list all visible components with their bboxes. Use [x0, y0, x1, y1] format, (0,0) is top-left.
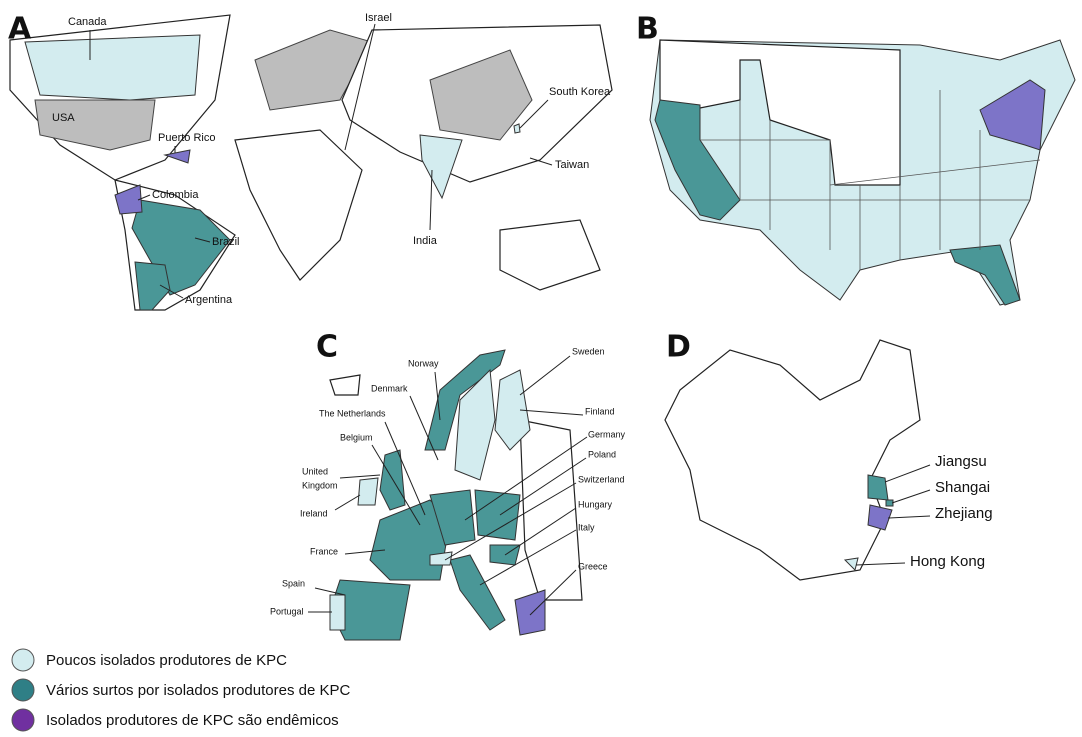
panel-letter: C — [316, 330, 338, 365]
legend-swatch — [12, 679, 34, 701]
europe-map — [330, 350, 582, 640]
region-label: South Korea — [549, 86, 611, 98]
region-label: The Netherlands — [319, 408, 386, 418]
leader-line — [335, 495, 360, 510]
region-label: Canada — [68, 16, 107, 28]
region-label: Brazil — [212, 236, 240, 248]
panel-letter: D — [666, 330, 691, 365]
region-label: Norway — [408, 358, 439, 368]
region-label: Italy — [578, 522, 595, 532]
legend: Poucos isolados produtores de KPC Vários … — [12, 649, 350, 731]
region-label: Greece — [578, 561, 608, 571]
legend-label: Vários surtos por isolados produtores de… — [46, 682, 350, 699]
region-label: Shangai — [935, 479, 990, 496]
region-label: Poland — [588, 449, 616, 459]
region-label: Spain — [282, 578, 305, 588]
region-label: Argentina — [185, 294, 233, 306]
leader-line — [520, 356, 570, 395]
region-label: Kingdom — [302, 480, 338, 490]
world-map — [10, 15, 612, 310]
legend-swatch — [12, 709, 34, 731]
region-label: Jiangsu — [935, 453, 987, 470]
usa-map — [650, 40, 1075, 305]
region-label: Ireland — [300, 508, 328, 518]
region-label: Hungary — [578, 499, 613, 509]
region-label: Portugal — [270, 606, 304, 616]
region-label: Sweden — [572, 346, 605, 356]
region-label: Israel — [365, 12, 392, 24]
region-label: France — [310, 546, 338, 556]
leader-line — [340, 475, 380, 478]
region-label: Belgium — [340, 432, 373, 442]
china-map — [665, 340, 920, 580]
region-label: Taiwan — [555, 159, 589, 171]
panel-letter: A — [8, 12, 32, 47]
legend-swatch — [12, 649, 34, 671]
leader-line — [892, 490, 930, 503]
leader-line — [885, 465, 930, 482]
region-label: United — [302, 466, 328, 476]
region-label: Germany — [588, 429, 626, 439]
region-label: Denmark — [371, 383, 408, 393]
leader-line — [430, 170, 432, 230]
region-label: Hong Kong — [910, 553, 985, 570]
leader-line — [888, 516, 930, 518]
region-label: USA — [52, 112, 75, 124]
region-label: Finland — [585, 406, 615, 416]
legend-label: Poucos isolados produtores de KPC — [46, 652, 287, 669]
figure: A Canada USA Puerto Rico Colombia Brazil Argen… — [0, 0, 1082, 737]
legend-label: Isolados produtores de KPC são endêmicos — [46, 712, 339, 729]
region-label: Switzerland — [578, 474, 625, 484]
region-label: India — [413, 235, 438, 247]
region-label: Puerto Rico — [158, 132, 215, 144]
region-label: Zhejiang — [935, 505, 993, 522]
region-label: Colombia — [152, 189, 199, 201]
panel-letter: B — [636, 12, 659, 47]
leader-line — [520, 410, 583, 415]
